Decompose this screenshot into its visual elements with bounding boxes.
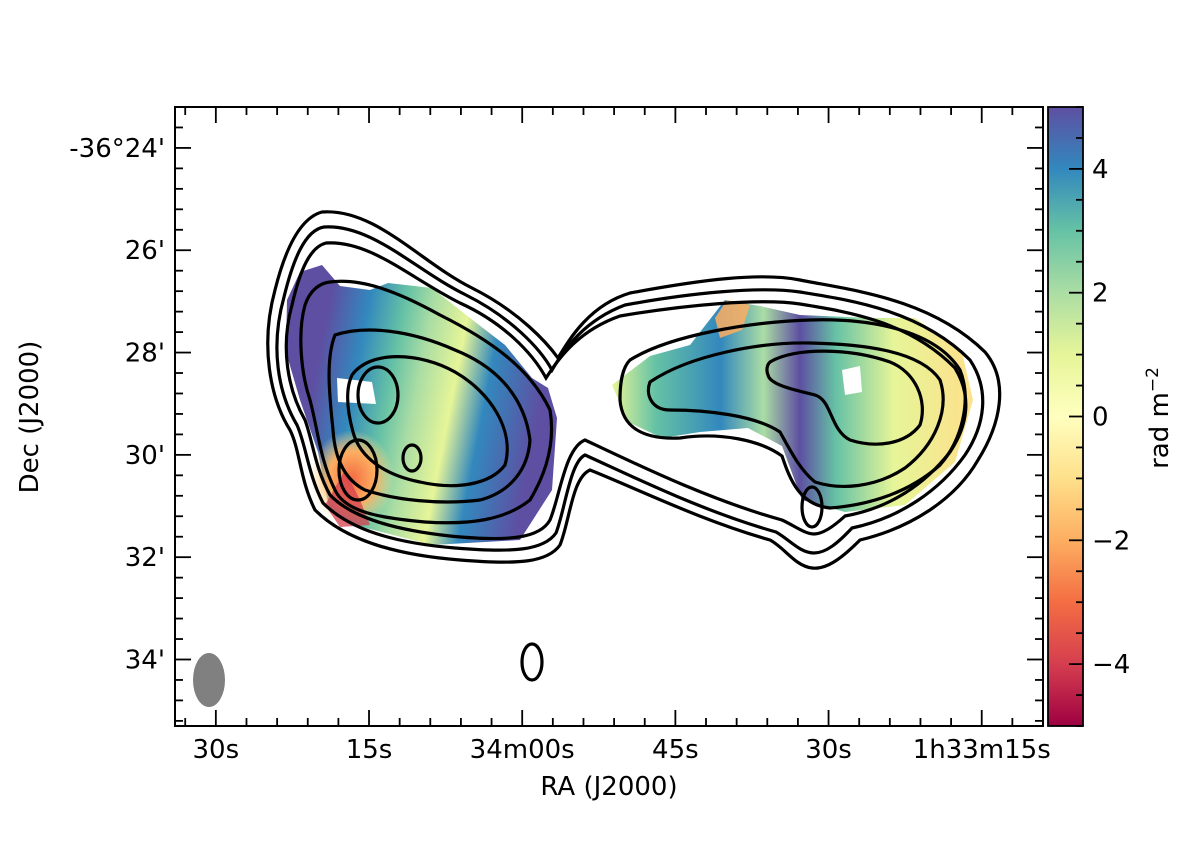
y-tick-labels: -36°24' 26' 28' 30' 32' 34' bbox=[69, 134, 165, 676]
y-tick-label: 28' bbox=[125, 339, 165, 369]
x-tick-label: 15s bbox=[346, 735, 393, 765]
x-axis-title: RA (J2000) bbox=[540, 772, 677, 802]
rm-west-hole bbox=[337, 378, 376, 404]
contour-inner-east-1 bbox=[646, 341, 945, 488]
intensity-contours bbox=[266, 210, 1002, 682]
contour-east-small bbox=[800, 485, 824, 529]
x-tick-labels: 30s 15s 34m00s 45s 30s 1h33m15s bbox=[193, 735, 1051, 765]
y-tick-label: 30' bbox=[125, 441, 165, 471]
colorbar-tick-label: 0 bbox=[1092, 403, 1109, 433]
contour-mid-east bbox=[618, 318, 967, 510]
x-tick-label: 1h33m15s bbox=[913, 735, 1051, 765]
colorbar-label: rad m−2 bbox=[1143, 367, 1175, 469]
rm-image bbox=[286, 265, 973, 545]
contour-outer-3 bbox=[284, 241, 968, 541]
contour-core-west-b bbox=[337, 438, 379, 502]
beam-ellipse bbox=[193, 653, 225, 707]
rm-east-hole bbox=[842, 366, 862, 395]
x-tick-label: 30s bbox=[193, 735, 240, 765]
colorbar-tick-label: −2 bbox=[1092, 526, 1130, 556]
x-tick-label: 30s bbox=[805, 735, 852, 765]
colorbar-tick-label: −4 bbox=[1092, 650, 1130, 680]
contour-isolated-blob bbox=[520, 642, 544, 682]
colorbar-label-text: rad m bbox=[1145, 392, 1175, 469]
contour-inner-west-2 bbox=[346, 355, 509, 488]
colorbar-tick-label: 2 bbox=[1092, 279, 1109, 309]
y-tick-label: 32' bbox=[125, 543, 165, 573]
colorbar-label-exponent: −2 bbox=[1143, 367, 1163, 392]
colorbar-ticks: 4 2 0 −2 −4 bbox=[1069, 106, 1130, 727]
x-tick-label: 34m00s bbox=[470, 735, 575, 765]
y-axis-title: Dec (J2000) bbox=[15, 341, 45, 494]
colorbar-tick-label: 4 bbox=[1092, 155, 1109, 185]
contour-inner-west-1 bbox=[327, 328, 532, 504]
contour-core-west-c bbox=[401, 443, 423, 473]
y-tick-label: 34' bbox=[125, 645, 165, 675]
contour-inner-east-2 bbox=[765, 349, 924, 446]
y-tick-label: -36°24' bbox=[69, 134, 165, 164]
rm-east-lobe bbox=[612, 300, 973, 512]
y-tick-label: 26' bbox=[125, 236, 165, 266]
contour-outer-1 bbox=[266, 210, 1002, 570]
contour-outer-2 bbox=[275, 225, 985, 555]
x-tick-label: 45s bbox=[652, 735, 699, 765]
contour-core-west-a bbox=[356, 365, 400, 425]
axis-ticks bbox=[175, 106, 1044, 726]
contour-mid-west bbox=[299, 279, 554, 525]
